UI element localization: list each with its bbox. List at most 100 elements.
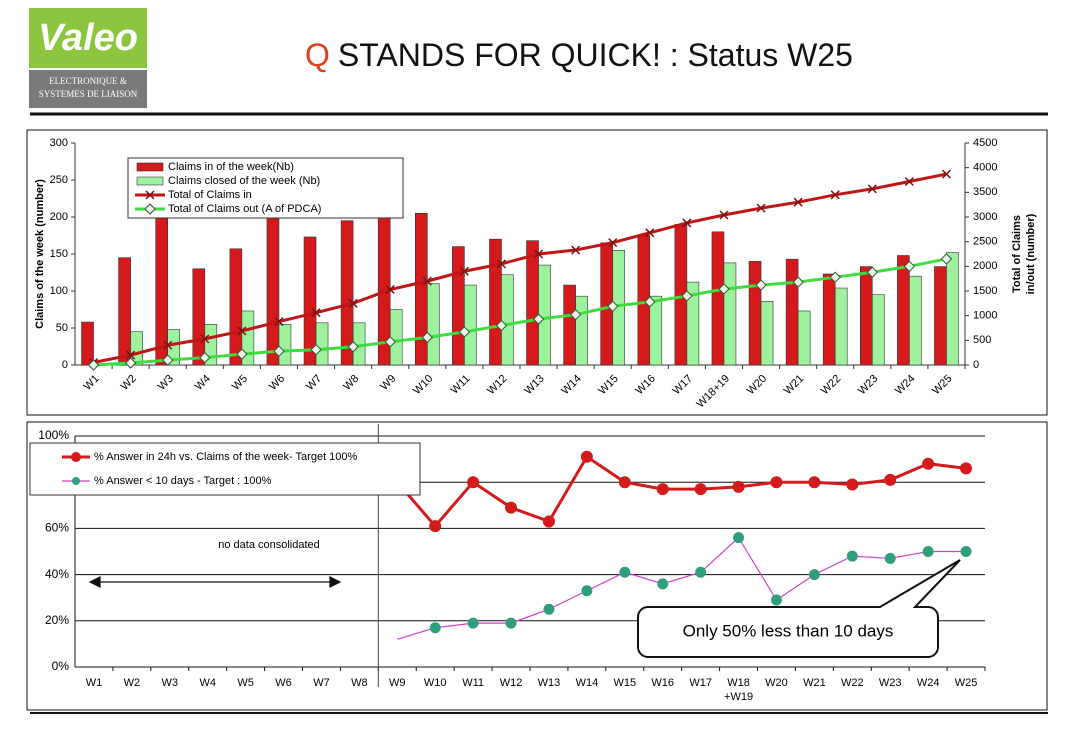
x-tick-label: W12 bbox=[485, 373, 509, 397]
bar bbox=[897, 255, 910, 366]
point-marker bbox=[922, 546, 934, 557]
arrow bbox=[88, 576, 342, 588]
bar bbox=[192, 268, 206, 366]
point-marker bbox=[657, 578, 669, 590]
point-marker bbox=[904, 176, 914, 187]
x-tick-label: W24 bbox=[917, 677, 940, 689]
bar bbox=[575, 295, 588, 366]
x-tick-label: W15 bbox=[613, 677, 636, 689]
point-marker bbox=[467, 476, 480, 489]
bar bbox=[797, 310, 811, 366]
slide-title: Q STANDS FOR QUICK! : Status W25 bbox=[305, 37, 853, 73]
point-marker bbox=[385, 284, 395, 295]
bar bbox=[204, 323, 218, 366]
legend-label: Claims closed of the week (Nb) bbox=[168, 175, 320, 187]
title-q: Q bbox=[305, 37, 330, 73]
logo-text: Valeo bbox=[38, 17, 138, 59]
point-marker bbox=[695, 566, 707, 578]
x-tick-label: W12 bbox=[500, 677, 523, 689]
legend-box bbox=[127, 157, 404, 219]
x-tick-label-line: W18 bbox=[727, 677, 750, 689]
point-marker bbox=[846, 550, 858, 562]
bar bbox=[748, 261, 762, 366]
x-tick-label: W21 bbox=[782, 373, 806, 397]
bar bbox=[303, 236, 317, 366]
y2-tick-label: 2000 bbox=[973, 260, 997, 272]
y-tick-label: 0% bbox=[52, 659, 70, 673]
point-marker bbox=[311, 308, 321, 318]
point-marker bbox=[495, 319, 508, 332]
x-tick-label: W14 bbox=[576, 677, 599, 689]
point-marker bbox=[274, 317, 284, 327]
series-line bbox=[93, 257, 947, 367]
title-rest: STANDS FOR QUICK! : Status W25 bbox=[338, 37, 853, 73]
series-line bbox=[93, 172, 947, 365]
point-marker bbox=[467, 617, 479, 629]
y-tick-label: 100 bbox=[50, 285, 68, 297]
point-marker bbox=[846, 478, 859, 491]
y-tick-label: 20% bbox=[45, 613, 69, 627]
bar bbox=[711, 231, 725, 366]
x-tick-label: W20 bbox=[765, 677, 788, 689]
point-marker bbox=[792, 276, 804, 288]
point-marker bbox=[756, 203, 766, 213]
y-tick-label: 100% bbox=[38, 428, 69, 442]
x-tick-label: W18 +W19 bbox=[724, 677, 753, 703]
x-tick-label: W16 bbox=[651, 677, 674, 689]
x-tick-label: W7 bbox=[304, 373, 324, 393]
bar bbox=[760, 301, 774, 366]
point-marker bbox=[459, 266, 469, 276]
point-marker bbox=[884, 473, 897, 486]
bar bbox=[822, 273, 836, 366]
y-tick-label: 200 bbox=[50, 211, 68, 223]
legend-box bbox=[29, 442, 421, 496]
callout bbox=[637, 559, 961, 658]
legend-marker bbox=[145, 190, 155, 200]
point-marker bbox=[237, 326, 247, 336]
x-tick-label: W16 bbox=[633, 373, 657, 397]
logo-subtitle-box bbox=[29, 70, 147, 108]
x-tick-label: W1 bbox=[82, 373, 102, 393]
bar bbox=[167, 329, 181, 366]
x-tick-label: W20 bbox=[745, 373, 769, 397]
bar bbox=[871, 294, 885, 366]
point-marker bbox=[732, 480, 745, 493]
point-marker bbox=[829, 271, 841, 283]
bar bbox=[426, 283, 440, 366]
x-tick-label: W4 bbox=[193, 373, 213, 393]
x-tick-label: W11 bbox=[462, 677, 484, 689]
bar bbox=[834, 287, 848, 366]
x-tick-label: W5 bbox=[237, 677, 254, 689]
logo-subtitle: SYSTEMES DE LIAISON bbox=[39, 89, 138, 99]
point-marker bbox=[580, 450, 593, 463]
y-tick-label: 0 bbox=[62, 359, 68, 371]
point-marker bbox=[808, 569, 820, 581]
bar bbox=[414, 213, 428, 366]
point-marker bbox=[505, 617, 517, 629]
point-marker bbox=[162, 354, 174, 366]
y2-tick-label: 500 bbox=[973, 334, 991, 346]
point-marker bbox=[733, 532, 745, 544]
x-tick-label: W10 bbox=[411, 373, 435, 397]
x-tick-label: W9 bbox=[378, 373, 398, 393]
bar bbox=[464, 284, 477, 366]
legend-marker bbox=[72, 477, 80, 485]
y2-tick-label: 4000 bbox=[973, 162, 997, 174]
x-tick-label-line: +W19 bbox=[724, 691, 753, 703]
point-marker bbox=[719, 210, 729, 220]
x-tick-label: W5 bbox=[230, 373, 250, 393]
point-marker bbox=[310, 343, 322, 356]
point-marker bbox=[569, 308, 582, 321]
point-marker bbox=[429, 520, 442, 533]
y-tick-label: 250 bbox=[50, 174, 68, 186]
point-marker bbox=[505, 501, 518, 514]
x-tick-label: W3 bbox=[162, 677, 179, 689]
x-tick-label: W17 bbox=[671, 373, 695, 397]
point-marker bbox=[867, 184, 877, 194]
x-tick-label: W3 bbox=[156, 373, 176, 393]
legend-label: % Answer < 10 days - Target : 100% bbox=[94, 475, 272, 487]
bar bbox=[723, 262, 737, 366]
callout-text: Only 50% less than 10 days bbox=[683, 621, 894, 640]
